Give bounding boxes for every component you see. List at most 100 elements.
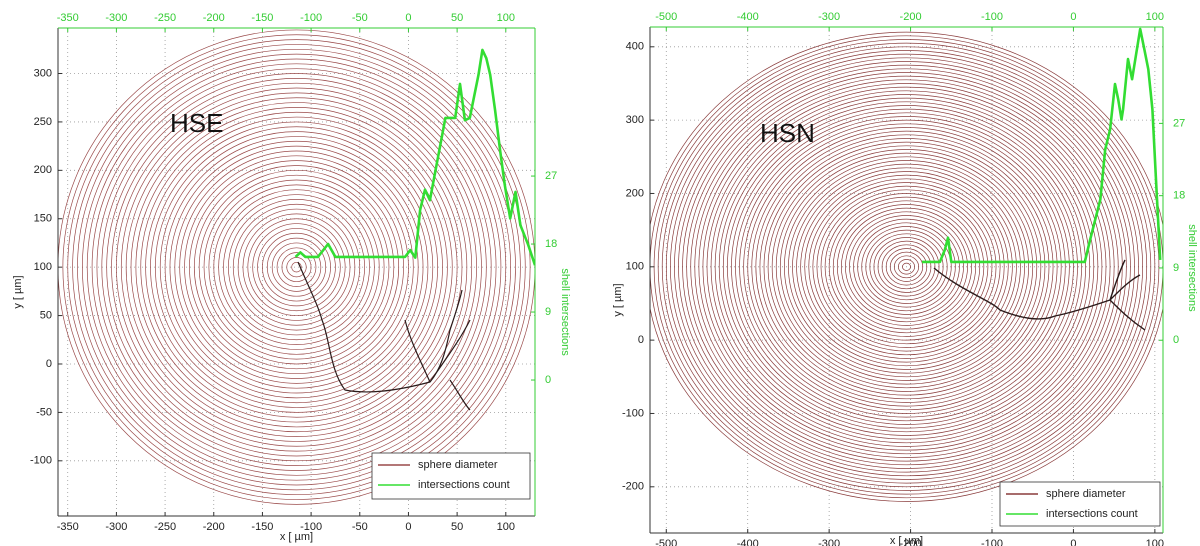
x2-tick-label: -100	[300, 12, 322, 24]
sphere-circle	[175, 146, 418, 388]
y2-tick-label: 0	[545, 374, 551, 386]
figure: -350-300-250-200-150-100-50050100-100-50…	[0, 0, 1200, 546]
page: -350-300-250-200-150-100-50050100-100-50…	[0, 0, 1200, 546]
sphere-circle	[243, 214, 350, 321]
annotation: HSN	[760, 118, 815, 148]
sphere-circle	[219, 190, 375, 345]
sphere-circle	[233, 204, 360, 330]
sphere-circle	[209, 180, 384, 354]
x-tick-label: -200	[203, 521, 225, 533]
sphere-circle	[165, 136, 428, 397]
x2-tick-label: -500	[655, 11, 677, 23]
x-tick-label: 50	[451, 521, 463, 533]
x2-tick-label: -150	[251, 12, 273, 24]
x-tick-label: -50	[352, 521, 368, 533]
x-tick-label: 0	[405, 521, 411, 533]
y2-tick-label: 0	[1173, 334, 1179, 346]
sphere-circle	[160, 132, 433, 403]
x2-tick-label: -400	[737, 11, 759, 23]
x2-tick-label: -100	[981, 11, 1003, 23]
y2-tick-label: 9	[1173, 262, 1179, 274]
sphere-circle	[92, 64, 501, 471]
sphere-circle	[136, 107, 457, 427]
sphere-circle	[112, 83, 482, 451]
x-tick-label: -150	[251, 521, 273, 533]
y-tick-label: 400	[626, 41, 644, 53]
sphere-circle	[189, 161, 403, 374]
y2-tick-label: 9	[545, 306, 551, 318]
x2-tick-label: -350	[57, 12, 79, 24]
plot-area	[58, 28, 535, 516]
y-tick-label: 0	[638, 334, 644, 346]
y-tick-label: -200	[622, 481, 644, 493]
sphere-circle	[253, 224, 341, 311]
sphere-circle	[77, 49, 515, 485]
intersections-line	[296, 50, 536, 265]
x-tick-label: 100	[497, 521, 515, 533]
sphere-circle	[223, 195, 369, 340]
x2-tick-label: 50	[451, 12, 463, 24]
y-tick-label: 300	[34, 67, 52, 79]
sphere-circle	[272, 243, 321, 291]
sphere-circle	[155, 127, 437, 408]
y-tick-label: 200	[34, 164, 52, 176]
x2-tick-label: -250	[154, 12, 176, 24]
x2-tick-label: -300	[818, 11, 840, 23]
x2-tick-label: -300	[105, 12, 127, 24]
y-axis-label: y [ µm]	[612, 283, 624, 316]
sphere-circle	[87, 59, 506, 475]
sphere-circle	[194, 165, 398, 368]
legend-label: sphere diameter	[418, 459, 498, 471]
y-tick-label: 250	[34, 116, 52, 128]
x-tick-label: -400	[737, 538, 759, 546]
y-tick-label: 100	[34, 261, 52, 273]
y-tick-label: 50	[40, 309, 52, 321]
x-tick-label: -500	[655, 538, 677, 546]
legend-label: sphere diameter	[1046, 488, 1126, 500]
x2-tick-label: 0	[1070, 11, 1076, 23]
x-tick-label: 0	[1070, 538, 1076, 546]
sphere-circle	[267, 238, 325, 296]
y2-axis-label: shell intersections	[1186, 224, 1198, 312]
y2-tick-label: 27	[1173, 117, 1185, 129]
x2-tick-label: 100	[497, 12, 515, 24]
x2-tick-label: -200	[203, 12, 225, 24]
y-tick-label: 300	[626, 114, 644, 126]
annotation: HSE	[170, 108, 223, 138]
sphere-circle	[63, 35, 530, 500]
sphere-circle	[141, 112, 453, 422]
y2-tick-label: 18	[545, 238, 557, 250]
x2-tick-label: 100	[1146, 11, 1164, 23]
sphere-circle	[204, 175, 389, 359]
y-tick-label: 0	[46, 358, 52, 370]
y-axis-label: y [ µm]	[12, 275, 24, 308]
y-tick-label: -50	[36, 406, 52, 418]
y-tick-label: -100	[30, 455, 52, 467]
x-tick-label: -250	[154, 521, 176, 533]
y-tick-label: 200	[626, 187, 644, 199]
x-tick-label: -100	[981, 538, 1003, 546]
y-tick-label: -100	[622, 407, 644, 419]
x-tick-label: -300	[818, 538, 840, 546]
x2-tick-label: -50	[352, 12, 368, 24]
legend-label: intersections count	[1046, 508, 1138, 520]
sphere-circle	[170, 141, 423, 393]
y2-tick-label: 18	[1173, 190, 1185, 202]
x2-tick-label: -200	[900, 11, 922, 23]
sphere-circle	[73, 44, 521, 489]
sphere-circle	[107, 78, 487, 456]
x-tick-label: -350	[57, 521, 79, 533]
sphere-circle	[258, 228, 336, 305]
y-tick-label: 150	[34, 213, 52, 225]
y2-axis-label: shell intersections	[559, 268, 571, 356]
x-axis-label: x [ µm]	[280, 531, 313, 543]
plot-area	[646, 27, 1167, 533]
sphere-circle	[262, 233, 330, 301]
y-tick-label: 100	[626, 261, 644, 273]
x2-tick-label: 0	[405, 12, 411, 24]
sphere-circle	[131, 103, 462, 432]
sphere-circle	[228, 199, 364, 335]
sphere-circle	[97, 69, 496, 466]
x-tick-label: -300	[105, 521, 127, 533]
legend-label: intersections count	[418, 479, 510, 491]
